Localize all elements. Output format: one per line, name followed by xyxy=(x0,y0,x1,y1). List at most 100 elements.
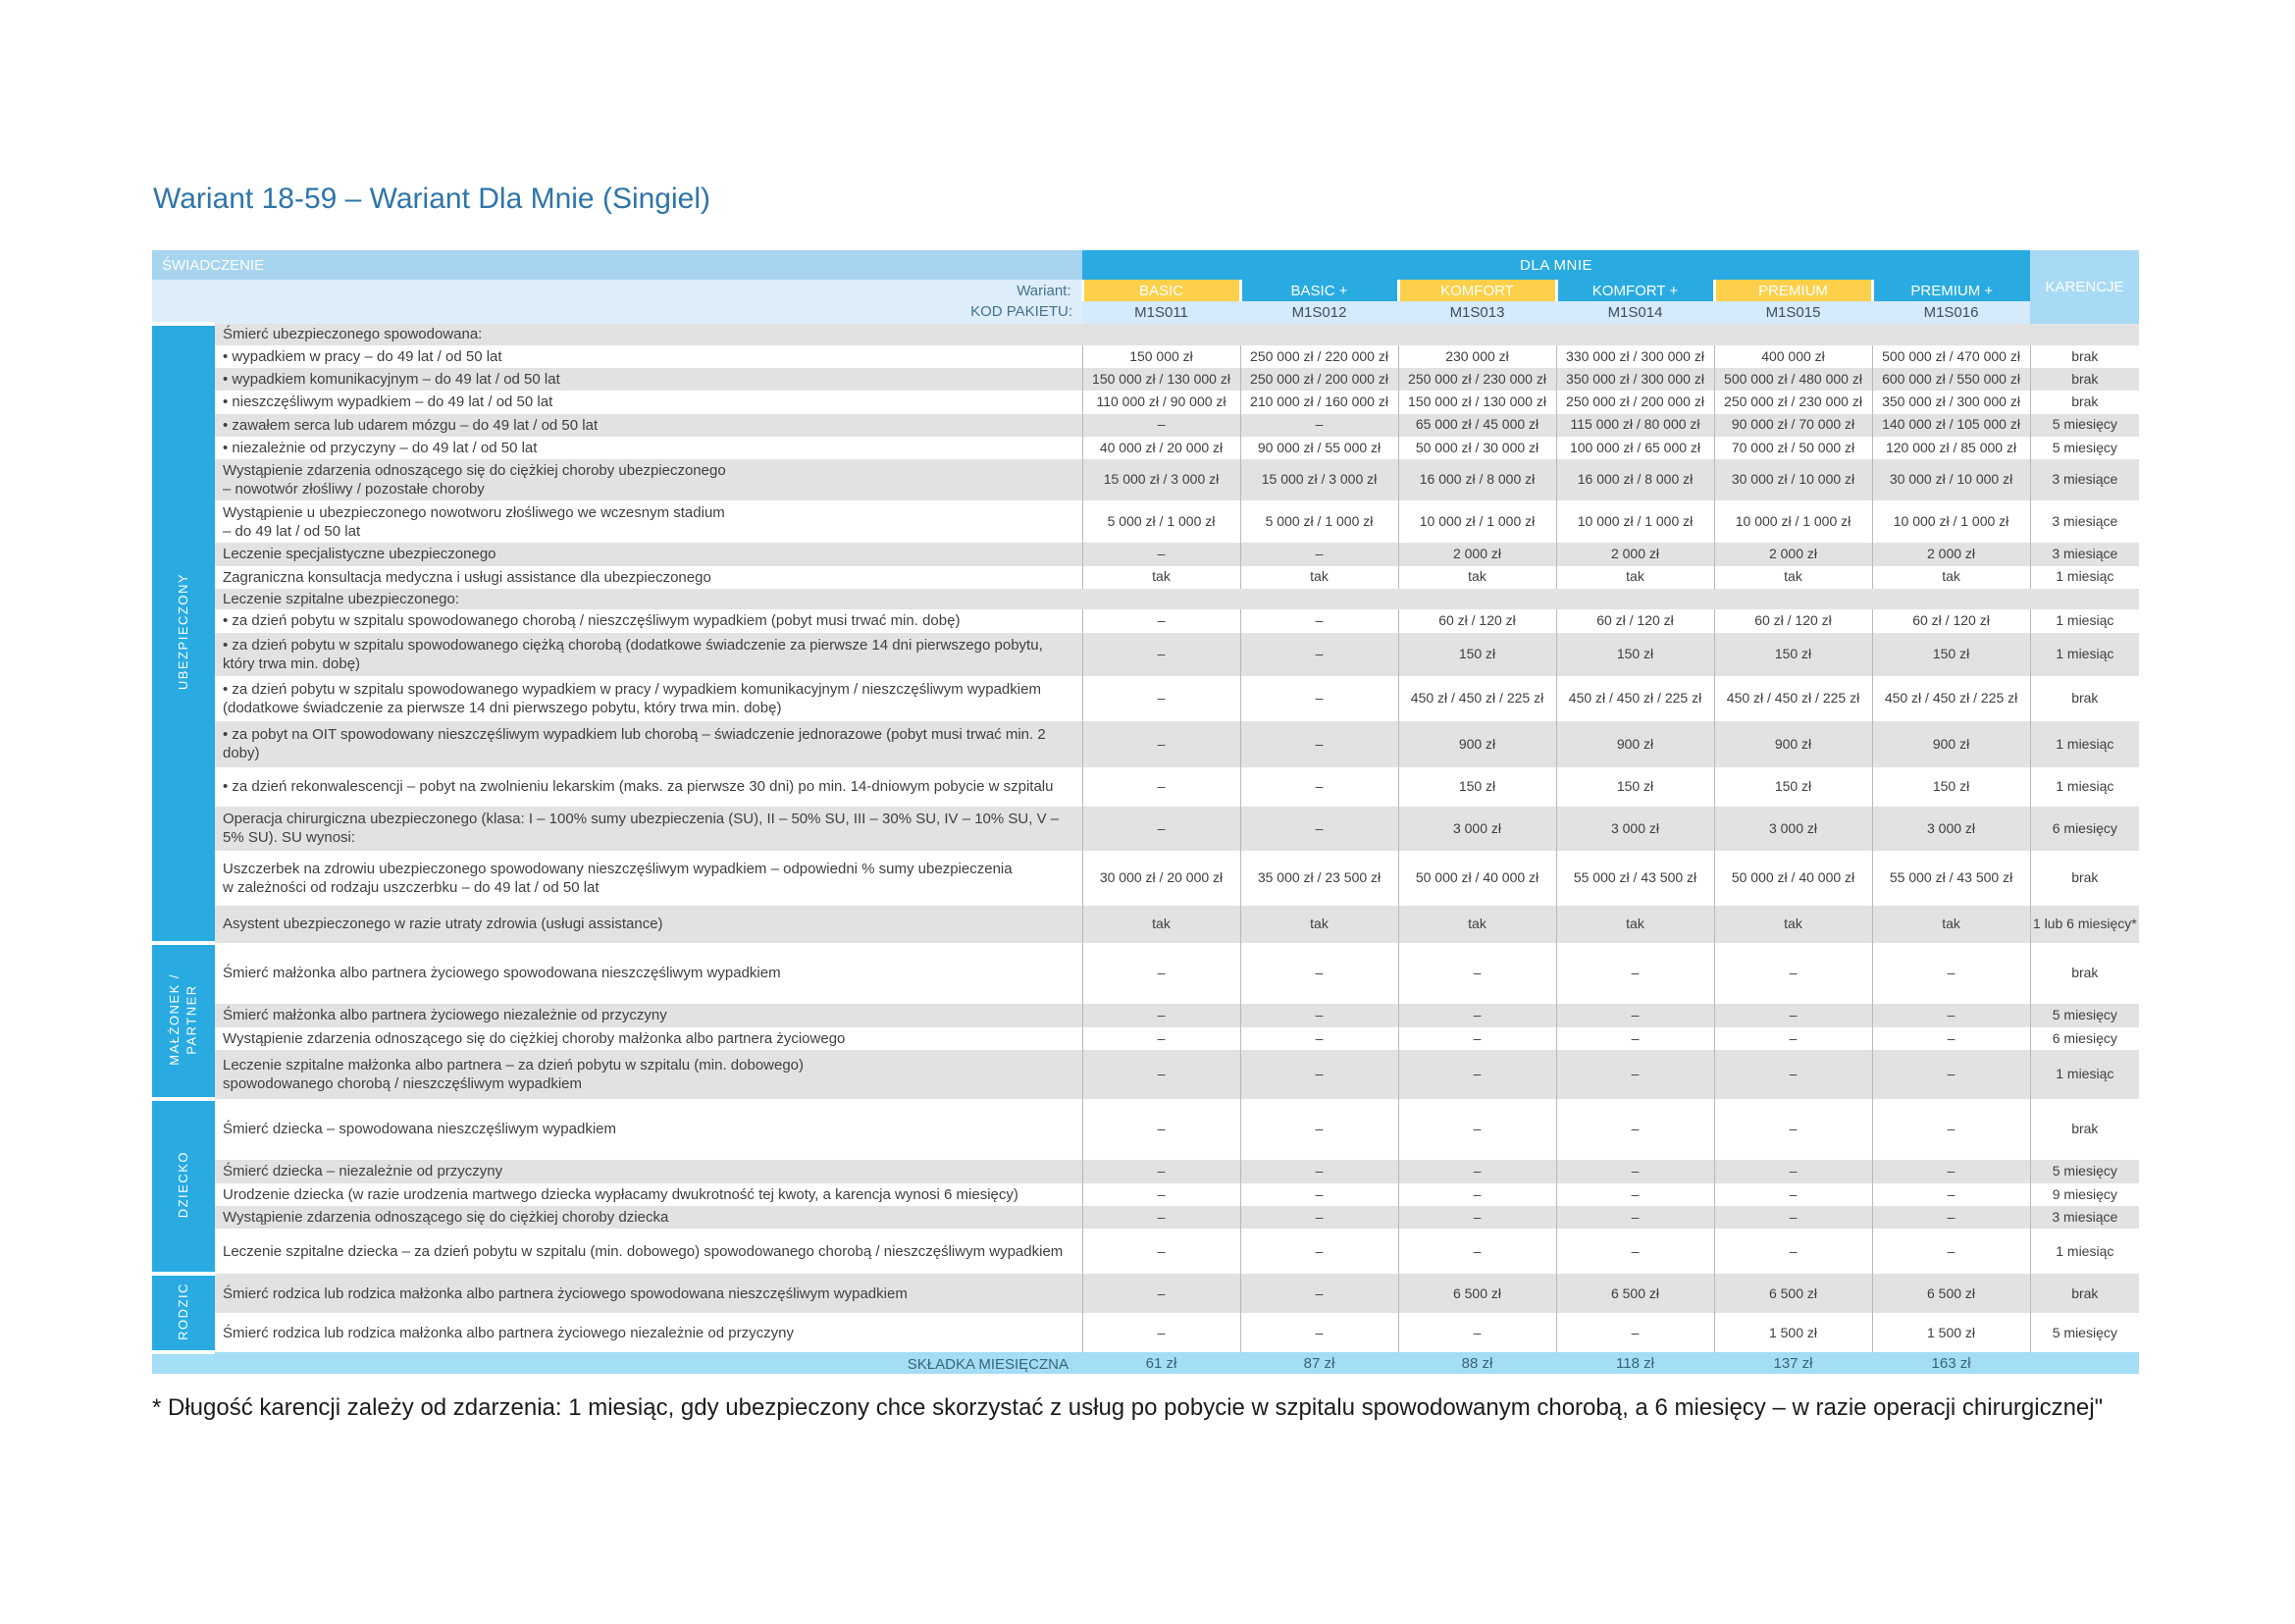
variant-value: – xyxy=(1871,1003,2031,1027)
variant-value: 230 000 zł xyxy=(1397,345,1556,369)
benefit-label: Wystąpienie zdarzenia odnoszącego się do… xyxy=(215,458,1082,501)
benefit-row: DZIECKO Śmierć dziecka – spowodowana nies… xyxy=(152,1097,2140,1277)
variant-value: 140 000 zł / 105 000 zł xyxy=(1871,413,2031,437)
karencje-footnote: * Długość karencji zależy od zdarzenia: … xyxy=(152,1394,2104,1422)
table-header-row-codes: KOD PAKIETU: M1S011 M1S012 M1S013 M1S014… xyxy=(152,301,2139,324)
variant-value: 10 000 zł / 1 000 zł xyxy=(1397,500,1556,544)
variant-value: 10 000 zł / 1 000 zł xyxy=(1871,500,2031,544)
benefit-label: Urodzenie dziecka (w razie urodzenia mar… xyxy=(215,1183,1082,1207)
benefit-row: Zagraniczna konsultacja medyczna i usług… xyxy=(152,565,2140,589)
benefit-label: • wypadkiem w pracy – do 49 lat / od 50 … xyxy=(215,345,1082,369)
variant-value: tak xyxy=(1239,565,1398,589)
karencja-value: 1 miesiąc xyxy=(2029,1050,2140,1100)
variant-value: – xyxy=(1239,632,1398,676)
benefit-row: Śmierć rodzica lub rodzica małżonka albo… xyxy=(152,1313,2140,1353)
variant-value: 150 zł xyxy=(1713,632,1872,676)
variant-value: tak xyxy=(1555,565,1714,589)
benefit-row: MAŁŻONEK / PARTNER Śmierć małżonka albo p… xyxy=(152,940,2140,1102)
dla-mnie-group-header: DLA MNIE xyxy=(1082,250,2031,280)
variant-value: 2 000 zł xyxy=(1397,543,1556,566)
karencja-value: 3 miesiące xyxy=(2029,543,2140,566)
benefit-row: RODZIC Śmierć rodzica lub rodzica małżonk… xyxy=(152,1272,2140,1355)
variant-value: 150 000 zł xyxy=(1081,345,1240,369)
benefit-label: Zagraniczna konsultacja medyczna i usług… xyxy=(215,565,1082,589)
benefit-row: Operacja chirurgiczna ubezpieczonego (kl… xyxy=(152,806,2140,851)
benefit-row: Leczenie szpitalne dziecka – za dzień po… xyxy=(152,1229,2140,1275)
benefit-row: Wystąpienie zdarzenia odnoszącego się do… xyxy=(152,1206,2140,1230)
variant-value: 6 500 zł xyxy=(1713,1274,1872,1314)
variant-value: 60 zł / 120 zł xyxy=(1713,608,1872,633)
karencja-value: brak xyxy=(2029,391,2140,414)
variant-value: 15 000 zł / 3 000 zł xyxy=(1239,458,1398,501)
benefit-row: Wystąpienie u ubezpieczonego nowotworu z… xyxy=(152,500,2140,544)
variant-value: – xyxy=(1239,1313,1398,1353)
karencja-value: 6 miesięcy xyxy=(2029,806,2140,851)
benefit-row: Wystąpienie zdarzenia odnoszącego się do… xyxy=(152,1026,2140,1051)
variant-value: – xyxy=(1555,942,1714,1004)
variant-value: – xyxy=(1081,1160,1240,1184)
benefit-label: Śmierć rodzica lub rodzica małżonka albo… xyxy=(215,1274,1082,1314)
karencja-value: 1 miesiąc xyxy=(2029,1229,2140,1275)
variant-value: – xyxy=(1555,1313,1714,1353)
variant-value: – xyxy=(1871,1229,2031,1275)
karencja-value: brak xyxy=(2029,675,2140,721)
wariant-row-label: Wariant: xyxy=(152,280,1082,301)
benefit-label: • niezależnie od przyczyny – do 49 lat /… xyxy=(215,436,1082,459)
variant-value: – xyxy=(1081,632,1240,676)
variant-value: 1 500 zł xyxy=(1713,1313,1872,1353)
variant-value: – xyxy=(1555,1160,1714,1184)
variant-value: – xyxy=(1081,1313,1240,1353)
variant-value: 5 000 zł / 1 000 zł xyxy=(1081,500,1240,544)
variant-value: tak xyxy=(1713,565,1872,589)
variant-header-premium-plus: PREMIUM + xyxy=(1870,280,2031,301)
benefit-row: Leczenie szpitalne małżonka albo partner… xyxy=(152,1050,2140,1100)
variant-value: – xyxy=(1081,942,1240,1004)
karencja-value: 5 miesięcy xyxy=(2029,1160,2140,1184)
monthly-premium-value: 87 zł xyxy=(1240,1352,1398,1375)
variant-value: – xyxy=(1239,1003,1398,1027)
benefit-row: • nieszczęśliwym wypadkiem – do 49 lat /… xyxy=(152,391,2140,414)
variant-value: – xyxy=(1397,1206,1556,1230)
benefit-label: Leczenie szpitalne małżonka albo partner… xyxy=(215,1050,1082,1100)
variant-value: – xyxy=(1239,766,1398,807)
variant-value: 150 zł xyxy=(1555,632,1714,676)
variant-value: – xyxy=(1081,543,1240,566)
kod-pakietu-row-label: KOD PAKIETU: xyxy=(152,301,1082,324)
section-label: UBEZPIECZONY xyxy=(176,572,191,690)
benefit-label: • zawałem serca lub udarem mózgu – do 49… xyxy=(215,413,1082,437)
table-header-row-variants: Wariant: BASIC BASIC + KOMFORT KOMFORT +… xyxy=(152,280,2139,301)
benefit-row: UBEZPIECZONY Śmierć ubezpieczonego spowod… xyxy=(152,322,2140,945)
variant-value: – xyxy=(1713,1206,1872,1230)
karencja-value: 1 miesiąc xyxy=(2029,720,2140,767)
variant-value: – xyxy=(1239,942,1398,1004)
section-label-bar: UBEZPIECZONY xyxy=(152,322,215,945)
variant-value: – xyxy=(1081,1003,1240,1027)
variant-value: – xyxy=(1081,766,1240,807)
variant-header-basic-plus: BASIC + xyxy=(1238,280,1398,301)
benefit-row: • za dzień pobytu w szpitalu spowodowane… xyxy=(152,675,2140,721)
package-code: M1S013 xyxy=(1398,301,1556,324)
benefit-label: Śmierć dziecka – spowodowana nieszczęśli… xyxy=(215,1099,1082,1161)
variant-value: – xyxy=(1239,720,1398,767)
variant-value: – xyxy=(1555,1229,1714,1275)
benefit-row: Urodzenie dziecka (w razie urodzenia mar… xyxy=(152,1183,2140,1207)
variant-value: tak xyxy=(1713,905,1872,943)
variant-value: – xyxy=(1239,1160,1398,1184)
variant-header-komfort: KOMFORT xyxy=(1396,280,1556,301)
benefit-row: • wypadkiem w pracy – do 49 lat / od 50 … xyxy=(152,345,2140,369)
variant-value: 100 000 zł / 65 000 zł xyxy=(1555,436,1714,459)
section-label-bar: MAŁŻONEK / PARTNER xyxy=(152,940,215,1102)
variant-value: 30 000 zł / 10 000 zł xyxy=(1871,458,2031,501)
karencja-value: 5 miesięcy xyxy=(2029,413,2140,437)
variant-value: – xyxy=(1555,1206,1714,1230)
monthly-premium-value: 88 zł xyxy=(1398,1352,1556,1375)
variant-value: – xyxy=(1239,413,1398,437)
variant-value: – xyxy=(1081,1274,1240,1314)
variant-value: – xyxy=(1555,1003,1714,1027)
benefit-group-header: Śmierć ubezpieczonego spowodowana: xyxy=(215,324,2140,345)
variant-value: – xyxy=(1871,1206,2031,1230)
variant-value: 55 000 zł / 43 500 zł xyxy=(1871,850,2031,906)
variant-value: 65 000 zł / 45 000 zł xyxy=(1397,413,1556,437)
variant-value: 5 000 zł / 1 000 zł xyxy=(1239,500,1398,544)
variant-value: 250 000 zł / 220 000 zł xyxy=(1239,345,1398,369)
